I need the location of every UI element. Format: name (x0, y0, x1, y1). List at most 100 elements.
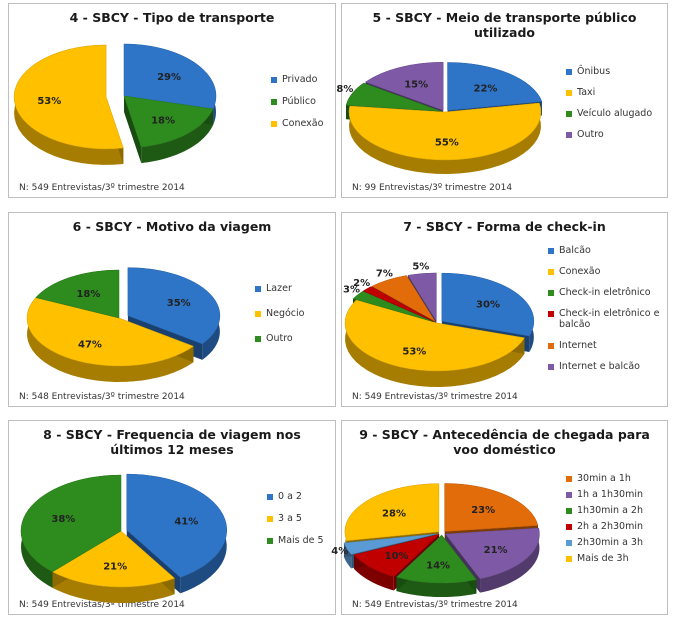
chart-title: 4 - SBCY - Tipo de transporte (69, 10, 275, 25)
legend-label: Internet (559, 340, 597, 351)
pie-slice-side (52, 571, 175, 603)
legend-label: 30min a 1h (577, 473, 631, 484)
legend-item-internet-e-balcao: Internet e balcão (548, 361, 667, 372)
legend-item-mais-de-5: Mais de 5 (267, 535, 324, 546)
pie-slice-side (345, 299, 525, 387)
legend-label: 0 a 2 (278, 491, 302, 502)
pie-chart: 29% 18% 53% (13, 43, 217, 165)
pie-slice-2h-a-2h30min (353, 533, 440, 577)
legend-item-internet: Internet (548, 340, 667, 351)
chart-legend: Balcão Conexão Check-in eletrônico Check-in… (548, 245, 667, 382)
pie-slice-mais-de-3h (344, 483, 440, 541)
legend-label: Check-in eletrônico e balcão (559, 308, 660, 330)
chart-footnote: N: 548 Entrevistas/3º trimestre 2014 (19, 392, 185, 402)
chart-legend: Privado Público Conexão (271, 74, 323, 140)
legend-item-check-in-eletronico: Check-in eletrônico (548, 287, 667, 298)
legend-item-1h-a-1h30min: 1h a 1h30min (566, 489, 643, 500)
legend-swatch (548, 364, 554, 370)
pie-slice-3-a-5 (52, 530, 176, 588)
legend-swatch (255, 311, 261, 317)
pie-slice-side (27, 297, 194, 382)
legend-label: 1h a 1h30min (577, 489, 643, 500)
pie-slice-side (349, 103, 541, 174)
pie-slice-0-a-2 (126, 473, 228, 578)
chart-title: 7 - SBCY - Forma de check-in (403, 219, 606, 234)
pie-data-label: 28% (382, 509, 406, 520)
legend-item-negocio: Negócio (255, 308, 304, 319)
pie-slice-2h30min-a-3h (343, 533, 437, 555)
legend-item-publico: Público (271, 96, 323, 107)
pie-chart: 30% 53% 3%2% 7% 5% (343, 262, 535, 387)
legend-swatch (267, 494, 273, 500)
legend-swatch (548, 248, 554, 254)
legend-swatch (566, 132, 572, 138)
chart-title: 8 - SBCY - Frequencia de viagem nos últi… (43, 427, 301, 457)
pie-slice-taxi (348, 102, 542, 161)
pie-data-label: 30% (476, 300, 500, 311)
pie-slice-negocio (26, 297, 194, 367)
legend-item-balcao: Balcão (548, 245, 667, 256)
pie-slice-mais-de-5 (20, 474, 122, 573)
legend-label: Mais de 5 (278, 535, 324, 546)
chart-panel-motivo-viagem: 6 - SBCY - Motivo da viagem N: 548 Entrev… (8, 212, 336, 407)
legend-swatch (566, 556, 572, 562)
chart-footnote: N: 549 Entrevistas/3º trimestre 2014 (352, 392, 518, 402)
pie-data-label: 14% (426, 561, 450, 572)
pie-data-label: 53% (402, 346, 426, 357)
legend-item-conexao: Conexão (271, 118, 323, 129)
pie-slice-publico (123, 95, 214, 148)
pie-data-label: 3% (343, 285, 360, 296)
pie-slice-outro (35, 269, 120, 319)
pie-slice-privado (123, 43, 217, 110)
legend-label: Negócio (266, 308, 305, 319)
pie-data-label: 41% (174, 516, 198, 527)
pie-chart: 35% 47% 18% (26, 267, 221, 382)
pie-data-label: 22% (474, 84, 498, 95)
pie-slice-side (396, 577, 477, 598)
legend-item-check-in-eletronico-e-balcao: Check-in eletrônico e balcão (548, 308, 667, 330)
legend-item-lazer: Lazer (255, 283, 304, 294)
legend-swatch (548, 311, 554, 317)
chart-footnote: N: 549 Entrevistas/3º trimestre 2014 (19, 183, 185, 193)
legend-label: Mais de 3h (577, 553, 629, 564)
pie-data-label: 8% (336, 84, 353, 95)
legend-item-conexao: Conexão (548, 266, 667, 277)
pie-data-label: 5% (412, 262, 429, 273)
pie-slice-conexao (344, 299, 525, 372)
pie-slice-1h-a-1h30min (444, 527, 540, 579)
pie-data-label: 29% (157, 72, 181, 83)
legend-item-onibus: Ônibus (566, 66, 652, 77)
legend-swatch (267, 516, 273, 522)
legend-label: Veículo alugado (577, 108, 653, 119)
pie-data-label: 35% (167, 298, 191, 309)
pie-data-label: 15% (404, 80, 428, 91)
chart-panel-meio-transporte: 5 - SBCY - Meio de transporte público ut… (336, 3, 668, 198)
legend-swatch (548, 269, 554, 275)
legend-item-mais-de-3h: Mais de 3h (566, 553, 643, 564)
legend-swatch (255, 286, 261, 292)
pie-data-label: 38% (51, 514, 75, 525)
legend-swatch (548, 343, 554, 349)
pie-data-label: 23% (471, 505, 495, 516)
legend-item-0-a-2: 0 a 2 (267, 491, 324, 502)
legend-swatch (566, 540, 572, 546)
pie-data-label: 55% (435, 138, 459, 149)
legend-label: 1h30min a 2h (577, 505, 643, 516)
pie-data-label: 7% (376, 269, 393, 280)
legend-swatch (566, 69, 572, 75)
legend-item-2h-a-2h30min: 2h a 2h30min (566, 521, 643, 532)
legend-item-privado: Privado (271, 74, 323, 85)
chart-legend: Lazer Negócio Outro (255, 283, 304, 358)
chart-title: 9 - SBCY - Antecedência de chegada para … (359, 427, 650, 457)
chart-legend: 0 a 2 3 a 5 Mais de 5 (267, 491, 324, 557)
pie-slice-30min-a-1h (444, 483, 539, 532)
pie-data-label: 21% (103, 562, 127, 573)
legend-swatch (271, 121, 277, 127)
legend-label: Taxi (577, 87, 596, 98)
legend-label: Check-in eletrônico (559, 287, 651, 298)
legend-item-veiculo-alugado: Veículo alugado (566, 108, 652, 119)
legend-swatch (566, 508, 572, 514)
legend-label: 2h30min a 3h (577, 537, 643, 548)
legend-swatch (271, 99, 277, 105)
legend-swatch (255, 336, 261, 342)
